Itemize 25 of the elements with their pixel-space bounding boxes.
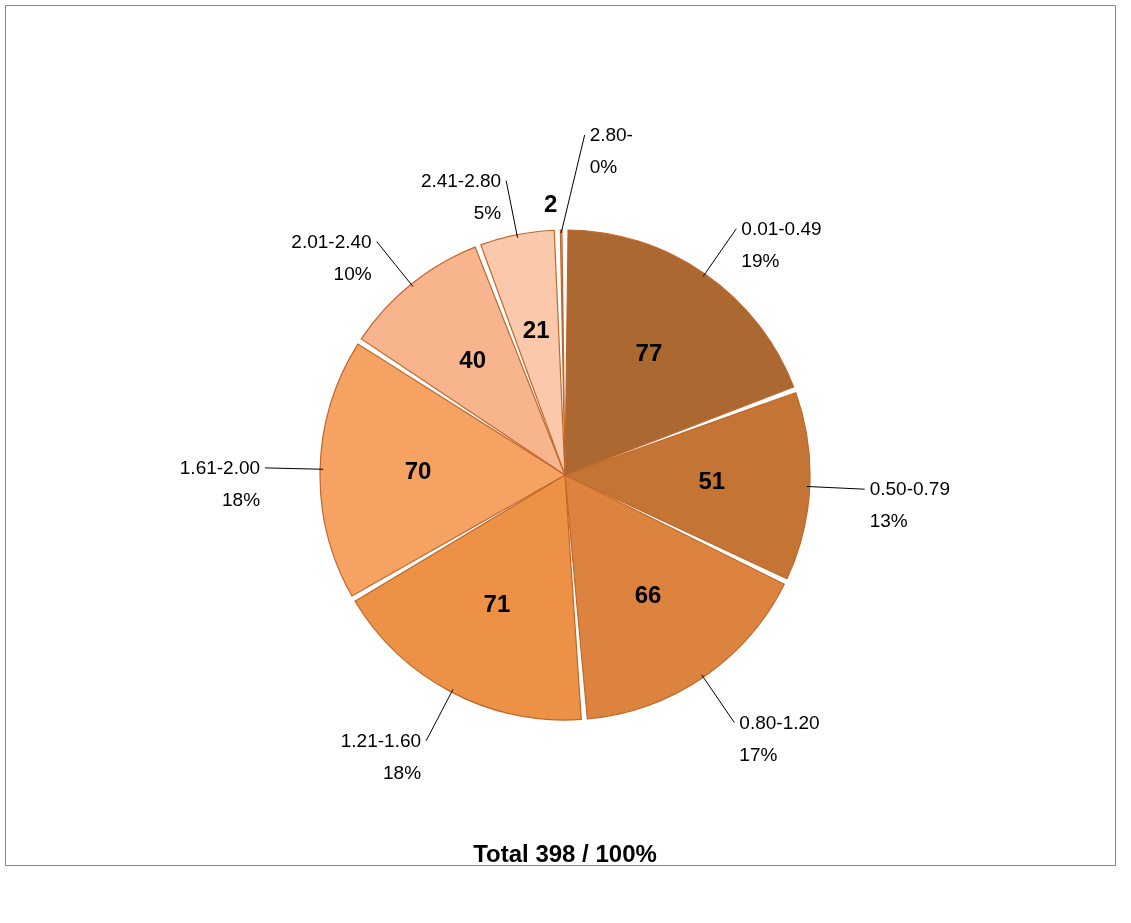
text: 10% (333, 262, 372, 284)
data-label: 70 (404, 456, 432, 484)
slice-label: 0.01-0.49 (741, 217, 822, 239)
data-label: 51 (698, 466, 726, 494)
data-label: 77 (635, 339, 663, 367)
data-label: 21 (522, 315, 550, 343)
text: 18% (383, 761, 422, 783)
text: 13% (869, 510, 908, 532)
text: 0% (589, 156, 618, 178)
text: 5% (473, 201, 502, 223)
slice-label: 2.80- (589, 124, 633, 146)
slice-label: 2.41-2.80 (420, 169, 502, 191)
data-label: 66 (634, 581, 662, 609)
text: 18% (222, 488, 261, 510)
slice-label: 2.01-2.40 (291, 230, 372, 252)
data-label: 71 (483, 590, 511, 618)
slice-label: 1.61-2.00 (179, 456, 261, 478)
slice-label: 1.21-1.60 (340, 729, 422, 751)
slice-label: 0.50-0.79 (869, 478, 950, 500)
text: 19% (741, 249, 780, 271)
text: Total 398 / 100% (473, 840, 657, 867)
slice-label: 0.80-1.20 (739, 711, 820, 733)
text: 17% (739, 743, 778, 765)
data-label: 40 (459, 345, 487, 373)
data-label: 2 (544, 190, 558, 218)
